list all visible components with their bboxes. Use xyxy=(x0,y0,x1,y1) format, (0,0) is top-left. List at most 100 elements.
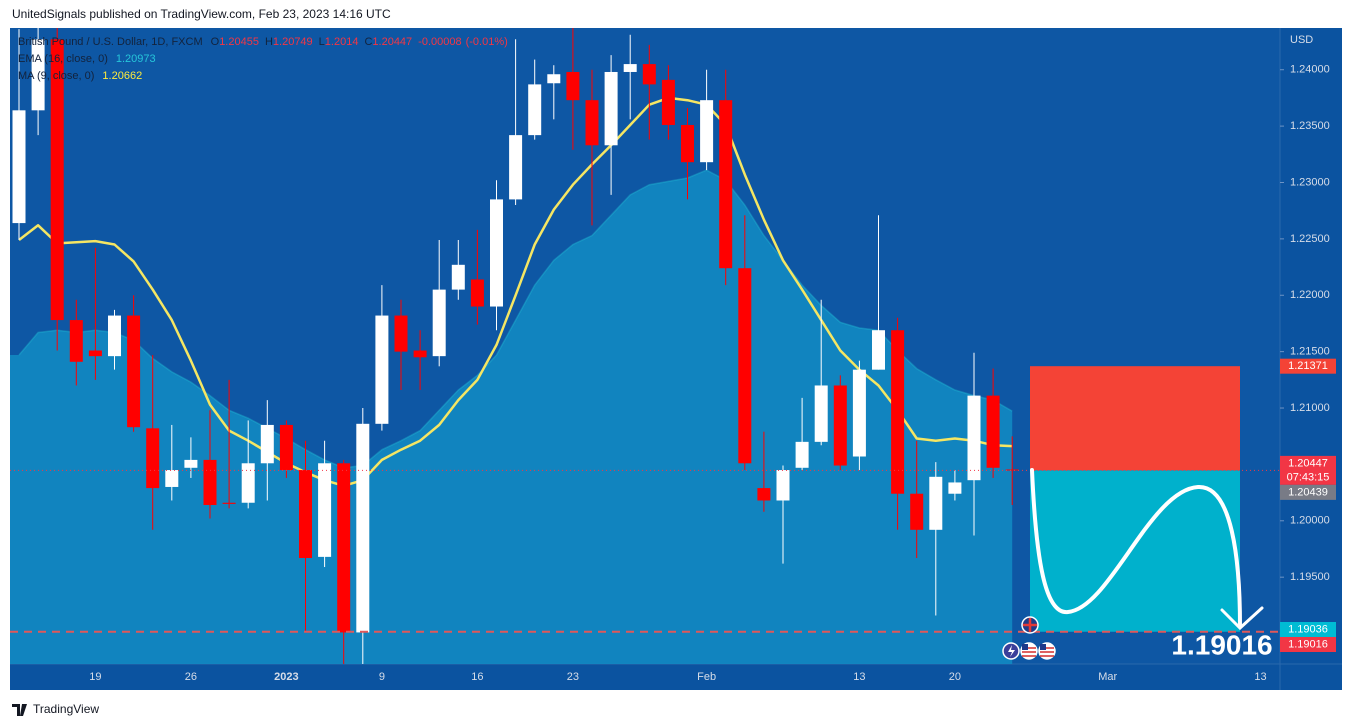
candle xyxy=(165,424,179,501)
x-tick-label: 20 xyxy=(949,671,961,683)
candle xyxy=(986,368,1000,478)
candle xyxy=(1005,436,1019,505)
ohlc-value: 1.20749 xyxy=(273,36,313,48)
candle xyxy=(260,400,274,501)
candle-body xyxy=(528,84,542,136)
candle-body xyxy=(318,463,332,557)
x-tick-label: 2023 xyxy=(274,671,298,683)
candle-body xyxy=(31,39,45,111)
candle xyxy=(146,355,160,530)
footer: TradingView xyxy=(12,702,99,716)
candle-body xyxy=(738,268,752,464)
ohlc-key: H xyxy=(265,36,273,48)
ohlc-key: L xyxy=(319,36,325,48)
y-tick-label: 1.21000 xyxy=(1290,402,1330,414)
candle xyxy=(108,309,121,370)
candle-body xyxy=(50,39,64,321)
legend-value: 1.20973 xyxy=(116,53,156,65)
candle xyxy=(451,240,465,300)
y-tick-label: 1.22000 xyxy=(1290,289,1330,301)
candle xyxy=(31,28,45,136)
ohlc-key: C xyxy=(364,36,372,48)
us-flag-canton xyxy=(1040,644,1046,650)
candle-body xyxy=(12,110,26,224)
indicator-line-layer xyxy=(18,96,1013,488)
candle xyxy=(891,317,905,530)
candle xyxy=(375,285,389,431)
ohlc-value: 1.20455 xyxy=(219,36,259,48)
candle xyxy=(757,431,771,512)
price-label-box xyxy=(1280,455,1336,485)
candle-body xyxy=(604,71,618,146)
candle xyxy=(127,295,141,432)
legend-title: British Pound / U.S. Dollar, 1D, FXCM xyxy=(18,36,203,48)
candle xyxy=(948,470,962,501)
candle xyxy=(490,180,503,331)
candle-body xyxy=(413,350,427,358)
candle xyxy=(413,330,427,390)
y-tick-label: 1.23500 xyxy=(1290,120,1330,132)
candle xyxy=(356,408,370,664)
candle xyxy=(795,397,809,471)
legend-title-row: British Pound / U.S. Dollar, 1D, FXCM O1.… xyxy=(18,36,508,48)
candle-body xyxy=(642,64,656,85)
candle xyxy=(642,44,656,140)
candle xyxy=(222,379,236,509)
candle xyxy=(776,465,790,564)
candle-layer xyxy=(12,28,1019,664)
candle xyxy=(337,459,351,664)
candle xyxy=(585,69,599,226)
x-tick-label: Mar xyxy=(1098,671,1117,683)
y-tick-label: 1.21500 xyxy=(1290,346,1330,358)
y-tick-label: 1.22500 xyxy=(1290,233,1330,245)
stop-zone xyxy=(1030,366,1240,471)
candle-body xyxy=(719,100,733,269)
uk-flag-cross xyxy=(1023,618,1037,632)
candle xyxy=(50,28,64,351)
price-label-box xyxy=(1280,484,1336,500)
y-tick-label: 1.23000 xyxy=(1290,176,1330,188)
price-label-box xyxy=(1280,636,1336,652)
price-label: 1.19016 xyxy=(1288,638,1328,650)
candle xyxy=(566,28,580,150)
price-label: 1.20447 xyxy=(1288,457,1328,469)
candle xyxy=(700,69,714,171)
candle-body xyxy=(986,395,1000,468)
price-label-box xyxy=(1280,621,1336,637)
candle-body xyxy=(967,395,981,481)
candle-body xyxy=(470,279,484,307)
x-tick-label: 26 xyxy=(185,671,197,683)
legend-value: 1.20662 xyxy=(102,70,142,82)
candle xyxy=(833,375,847,471)
x-tick-label: 16 xyxy=(471,671,483,683)
candle-body xyxy=(69,320,83,362)
x-tick-label: 13 xyxy=(1254,671,1266,683)
candle-body xyxy=(337,463,351,633)
event-icons xyxy=(1002,616,1056,660)
header: UnitedSignals published on TradingView.c… xyxy=(12,7,391,21)
candle xyxy=(279,420,293,478)
price-label: 1.21371 xyxy=(1288,360,1328,372)
x-tick-label: 9 xyxy=(379,671,385,683)
candle-body xyxy=(661,79,675,125)
candle-body xyxy=(795,441,809,468)
axis-layer: 1.24000 1.23500 1.23000 1.22500 1.22000 1.215… xyxy=(89,34,1336,683)
candle-body xyxy=(356,423,370,633)
legend-row: EMA (16, close, 0) 1.20973 xyxy=(18,53,156,65)
candle xyxy=(623,34,637,120)
candle-body xyxy=(375,315,389,424)
candle-body xyxy=(910,493,924,530)
candle xyxy=(12,29,26,240)
x-tick-label: 23 xyxy=(567,671,579,683)
candle-body xyxy=(948,482,962,494)
candle-body xyxy=(700,100,714,163)
candle-body xyxy=(814,385,828,442)
candle-body xyxy=(432,289,446,357)
candle xyxy=(719,69,733,286)
candle xyxy=(528,59,542,140)
us-flag-canton xyxy=(1022,644,1028,650)
legend-row: MA (9, close, 0) 1.20662 xyxy=(18,70,142,82)
indicator-area-layer xyxy=(10,169,1013,664)
currency-label: USD xyxy=(1290,34,1313,46)
